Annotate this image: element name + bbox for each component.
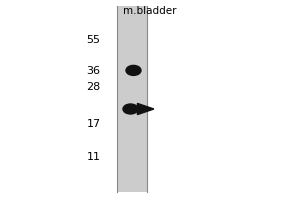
Text: 36: 36: [86, 66, 100, 76]
Circle shape: [126, 65, 141, 75]
Polygon shape: [137, 103, 154, 115]
Bar: [117, 6, 147, 192]
Text: 28: 28: [86, 82, 100, 92]
Text: m.bladder: m.bladder: [123, 6, 177, 16]
Text: 55: 55: [86, 35, 100, 45]
Circle shape: [123, 104, 138, 114]
Text: 17: 17: [86, 119, 100, 129]
Text: 11: 11: [86, 152, 100, 162]
